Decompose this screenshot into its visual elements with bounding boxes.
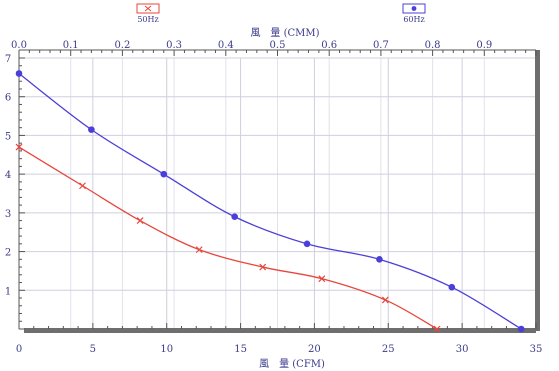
x-tick-label: 25 <box>382 344 395 355</box>
top-x-axis-label: 風 量 (CMM) <box>250 27 319 39</box>
x2-tick-label: 0.4 <box>218 40 234 51</box>
x2-tick-label: 0.3 <box>166 40 182 51</box>
data-point-60Hz <box>15 70 23 77</box>
x-axis-label: 風 量 (CFM) <box>259 358 325 370</box>
y-tick-label: 3 <box>5 209 11 220</box>
x-tick-label: 30 <box>456 344 469 355</box>
data-point-50Hz <box>433 325 441 333</box>
x-tick-label: 20 <box>308 344 321 355</box>
data-point-50Hz <box>318 275 326 283</box>
data-point-60Hz <box>376 256 383 263</box>
legend-label-50Hz: 50Hz <box>137 15 158 24</box>
data-point-50Hz <box>79 182 86 190</box>
x-tick-label: 5 <box>90 344 96 355</box>
series-line-50Hz <box>18 146 438 330</box>
legend-swatch-50Hz <box>136 3 160 14</box>
right-axis-border <box>535 50 540 331</box>
data-point-50Hz <box>195 246 203 254</box>
x-tick-label: 15 <box>234 344 247 355</box>
x2-tick-label: 0.8 <box>425 40 441 51</box>
series-line-60Hz <box>18 72 522 330</box>
legend-label-60Hz: 60Hz <box>403 15 424 24</box>
data-point-60Hz <box>303 240 311 248</box>
x-tick-label: 10 <box>160 344 173 355</box>
x2-tick-label: 0.6 <box>321 40 337 51</box>
data-point-50Hz <box>136 217 144 225</box>
data-point-50Hz <box>259 263 267 271</box>
x2-tick-label: 0.2 <box>114 40 130 51</box>
legend: 50Hz 60Hz <box>136 3 426 24</box>
x-axis-baseline <box>24 328 536 333</box>
y-tick-label: 2 <box>5 248 11 259</box>
series-layer <box>15 70 525 333</box>
x-tick-label: 35 <box>530 344 543 355</box>
y-tick-label: 5 <box>5 131 11 142</box>
data-point-50Hz <box>381 296 389 304</box>
x2-tick-label: 0.7 <box>373 40 389 51</box>
grid-layer <box>18 57 537 330</box>
y-tick-label: 7 <box>5 54 11 65</box>
data-point-60Hz <box>160 170 168 178</box>
y-tick-label: 1 <box>5 286 11 297</box>
x2-tick-label: 0.5 <box>270 40 286 51</box>
x2-tick-label: 0.0 <box>11 40 27 51</box>
data-point-60Hz <box>88 126 95 133</box>
data-point-60Hz <box>517 325 525 333</box>
x2-tick-label: 0.9 <box>476 40 492 51</box>
axis-layer: 0 5 10 15 20 25 30 350.0 0.1 0.2 0.3 0.4 0.5 0.6 0.7 0.… <box>5 40 543 355</box>
y-tick-label: 6 <box>5 93 11 104</box>
data-point-60Hz <box>448 283 456 291</box>
legend-swatch-60Hz <box>402 3 426 14</box>
data-point-50Hz <box>15 143 23 151</box>
data-point-60Hz <box>231 213 238 221</box>
x-tick-label: 0 <box>16 344 22 355</box>
x2-tick-label: 0.1 <box>63 40 79 51</box>
y-tick-label: 4 <box>5 170 11 181</box>
